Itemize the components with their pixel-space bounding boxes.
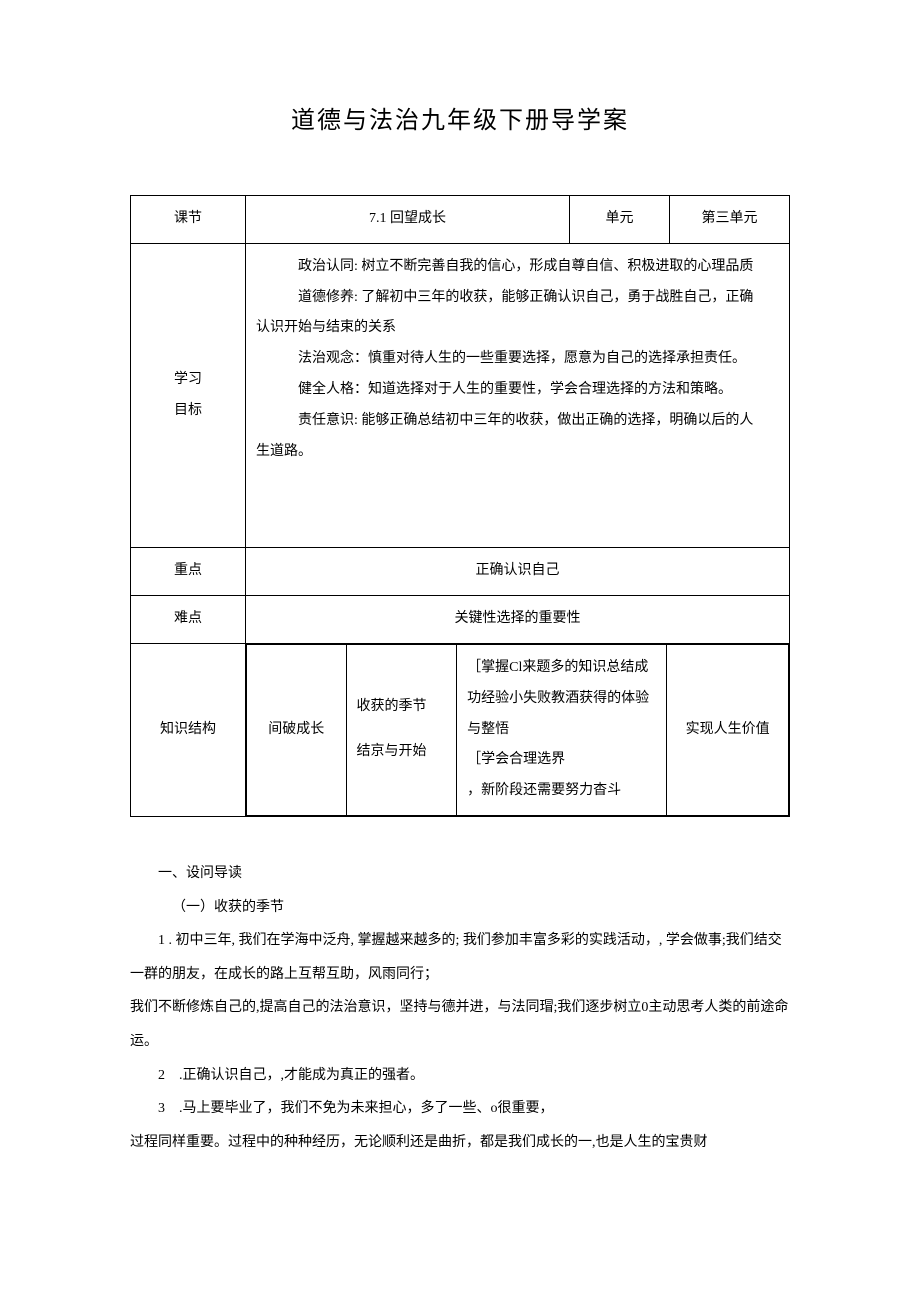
structure-nested-table: 间破成长 收获的季节 结京与开始 ［掌握Cl来题多的知识总结成功经验小失败教酒获… [246,644,789,816]
nested-col2-line2: 结京与开始 [357,737,447,768]
focus-label: 重点 [131,548,246,596]
difficulty-label: 难点 [131,596,246,644]
objectives-line7: 生道路。 [256,437,779,468]
paragraph-5: 过程同样重要。过程中的种种经历，无论顺利还是曲折，都是我们成长的一,也是人生的宝… [130,1126,790,1160]
section-heading-1: 一、设问导读 [130,857,790,891]
lesson-table: 课节 7.1 回望成长 单元 第三单元 学习 目标 政治认同: 树立不断完善自我… [130,195,790,817]
nested-col2-line1: 收获的季节 [357,692,447,723]
table-row-objectives: 学习 目标 政治认同: 树立不断完善自我的信心，形成自尊自信、积极进取的心理品质… [131,243,790,548]
paragraph-2: 我们不断修炼自己的,提高自己的法治意识，坚持与德并进，与法同瑁;我们逐步树立0主… [130,991,790,1058]
nested-col3-line1: ［掌握Cl来题多的知识总结成功经验小失败教酒获得的体验与整悟 [467,653,656,745]
structure-label: 知识结构 [131,643,246,816]
objectives-content: 政治认同: 树立不断完善自我的信心，形成自尊自信、积极进取的心理品质 道德修养:… [246,243,790,548]
objectives-label-line1: 学习 [141,365,235,396]
structure-content: 间破成长 收获的季节 结京与开始 ［掌握Cl来题多的知识总结成功经验小失败教酒获… [246,643,790,816]
nested-col4: 实现人生价值 [667,644,789,815]
unit-label: 单元 [570,196,670,244]
nested-col3-line2: ［学会合理选界 [467,745,656,776]
nested-col1: 间破成长 [247,644,347,815]
table-row-structure: 知识结构 间破成长 收获的季节 结京与开始 ［掌握Cl来题多的知识总结成功经验小… [131,643,790,816]
table-row-difficulty: 难点 关键性选择的重要性 [131,596,790,644]
nested-col3-line3: ，新阶段还需要努力杳斗 [467,776,656,807]
paragraph-3: 2 .正确认识自己，,才能成为真正的强者。 [130,1059,790,1093]
objectives-line6: 责任意识: 能够正确总结初中三年的收获，做出正确的选择，明确以后的人 [256,406,779,437]
nested-row: 间破成长 收获的季节 结京与开始 ［掌握Cl来题多的知识总结成功经验小失败教酒获… [247,644,789,815]
paragraph-4: 3 .马上要毕业了，我们不免为未来担心，多了一些、o很重要， [130,1092,790,1126]
objectives-label: 学习 目标 [131,243,246,548]
page-title: 道德与法治九年级下册导学案 [130,100,790,135]
nested-col3: ［掌握Cl来题多的知识总结成功经验小失败教酒获得的体验与整悟 ［学会合理选界 ，… [457,644,667,815]
table-row-lesson: 课节 7.1 回望成长 单元 第三单元 [131,196,790,244]
nested-col2: 收获的季节 结京与开始 [346,644,457,815]
objectives-line5: 健全人格：知道选择对于人生的重要性，学会合理选择的方法和策略。 [256,375,779,406]
difficulty-value: 关键性选择的重要性 [246,596,790,644]
content-body: 一、设问导读 （一）收获的季节 1 . 初中三年, 我们在学海中泛舟, 掌握越来… [130,857,790,1159]
objectives-line1: 政治认同: 树立不断完善自我的信心，形成自尊自信、积极进取的心理品质 [256,252,779,283]
objectives-line3: 认识开始与结束的关系 [256,313,779,344]
objectives-label-line2: 目标 [141,396,235,427]
lesson-value: 7.1 回望成长 [246,196,570,244]
unit-value: 第三单元 [670,196,790,244]
lesson-label: 课节 [131,196,246,244]
objectives-line2: 道德修养: 了解初中三年的收获，能够正确认识自己，勇于战胜自己，正确 [256,283,779,314]
section-heading-2: （一）收获的季节 [130,891,790,925]
objectives-line4: 法治观念：慎重对待人生的一些重要选择，愿意为自己的选择承担责任。 [256,344,779,375]
focus-value: 正确认识自己 [246,548,790,596]
table-row-focus: 重点 正确认识自己 [131,548,790,596]
paragraph-1: 1 . 初中三年, 我们在学海中泛舟, 掌握越来越多的; 我们参加丰富多彩的实践… [130,924,790,991]
